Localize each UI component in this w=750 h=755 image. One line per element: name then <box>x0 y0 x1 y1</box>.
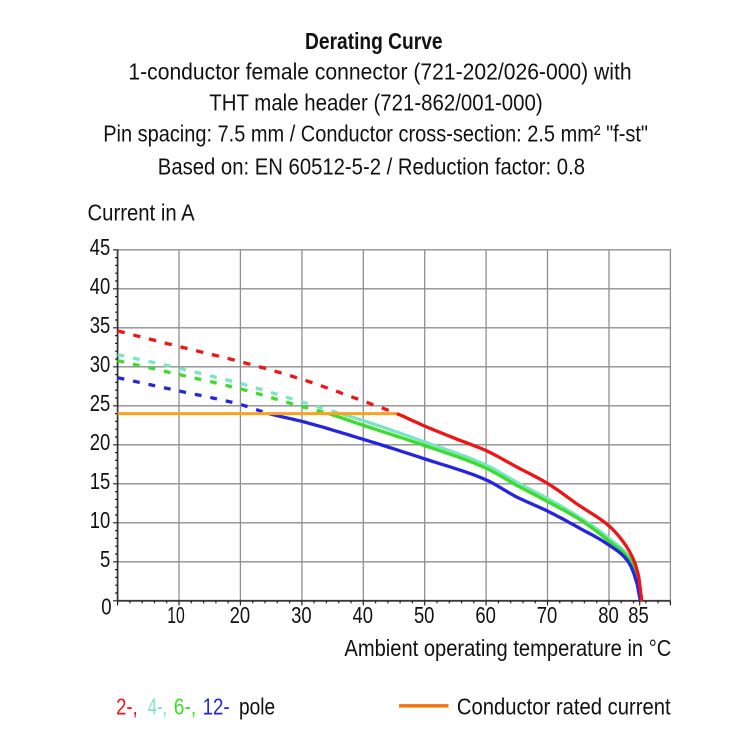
svg-text:Current in A: Current in A <box>88 200 196 226</box>
svg-text:80: 80 <box>598 602 619 628</box>
svg-text:35: 35 <box>90 312 111 338</box>
svg-text:15: 15 <box>90 468 111 494</box>
svg-text:30: 30 <box>90 351 111 377</box>
svg-text:45: 45 <box>90 234 111 260</box>
svg-text:4-,: 4-, <box>148 694 167 720</box>
svg-text:THT male header (721-862/001-0: THT male header (721-862/001-000) <box>209 90 542 116</box>
svg-text:40: 40 <box>90 273 111 299</box>
svg-text:60: 60 <box>475 602 496 628</box>
svg-text:10: 10 <box>90 507 111 533</box>
svg-text:Conductor rated current: Conductor rated current <box>457 694 671 720</box>
svg-text:Ambient operating temperature: Ambient operating temperature in °C <box>344 635 671 661</box>
svg-text:2-,: 2-, <box>116 694 138 720</box>
svg-text:50: 50 <box>414 602 435 628</box>
svg-text:6-,: 6-, <box>174 694 196 720</box>
svg-text:70: 70 <box>537 602 558 628</box>
svg-text:10: 10 <box>167 602 185 628</box>
svg-text:85: 85 <box>628 602 649 628</box>
svg-text:12-: 12- <box>203 694 230 720</box>
svg-text:5: 5 <box>100 546 110 572</box>
svg-text:30: 30 <box>291 602 312 628</box>
svg-text:pole: pole <box>239 694 275 720</box>
svg-text:Based on: EN 60512-5-2 / Reduc: Based on: EN 60512-5-2 / Reduction facto… <box>158 154 585 180</box>
svg-text:0: 0 <box>101 594 111 620</box>
svg-text:Pin spacing: 7.5 mm / Conducto: Pin spacing: 7.5 mm / Conductor cross-se… <box>103 121 648 147</box>
svg-text:25: 25 <box>90 390 111 416</box>
svg-text:20: 20 <box>230 602 251 628</box>
svg-text:20: 20 <box>90 429 111 455</box>
svg-text:40: 40 <box>353 602 374 628</box>
svg-text:1-conductor female connector (: 1-conductor female connector (721-202/02… <box>128 59 631 85</box>
svg-text:Derating Curve: Derating Curve <box>305 28 443 54</box>
